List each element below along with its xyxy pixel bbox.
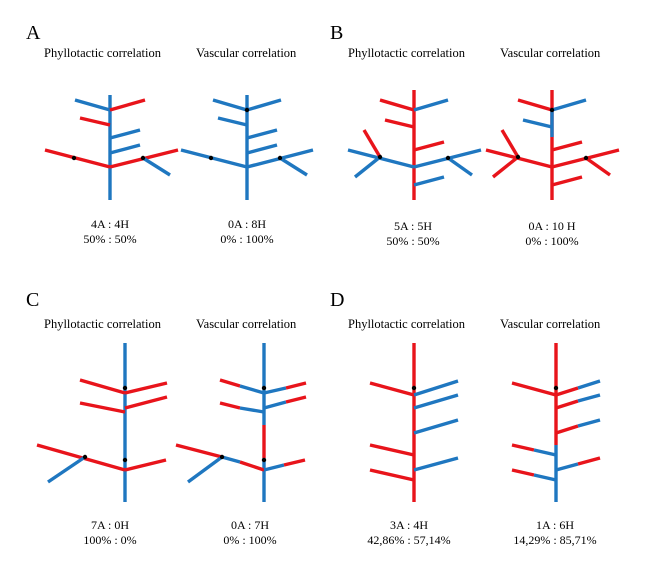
panel-a-vascular-counts: 0A : 8H (227, 217, 266, 231)
panel-a-phyllotactic-title: Phyllotactic correlation (44, 46, 161, 60)
panel-a-phyllotactic-ratio: 4A : 4H 50% : 50% (55, 217, 165, 247)
panel-c-phyllotactic-title: Phyllotactic correlation (44, 317, 161, 331)
panel-b-vascular-percent: 0% : 100% (525, 234, 579, 248)
panel-b-vascular-counts: 0A : 10 H (528, 219, 576, 233)
panel-a-phyllotactic-percent: 50% : 50% (83, 232, 137, 246)
panel-b-vascular-tree (485, 90, 620, 200)
panel-b-vascular-ratio: 0A : 10 H 0% : 100% (497, 219, 607, 249)
panel-d-vascular-tree (511, 343, 601, 502)
panel-c-phyllotactic-counts: 7A : 0H (90, 518, 129, 532)
panel-c-vascular-ratio: 0A : 7H 0% : 100% (195, 518, 305, 548)
panel-a-phyllotactic-tree (44, 95, 179, 200)
panel-c-phyllotactic-percent: 100% : 0% (83, 533, 137, 547)
panel-c-phyllotactic-ratio: 7A : 0H 100% : 0% (55, 518, 165, 548)
panel-d-vascular-percent: 14,29% : 85,71% (513, 533, 597, 547)
panel-d-vascular-title: Vascular correlation (500, 317, 601, 331)
panel-c-vascular-percent: 0% : 100% (223, 533, 277, 547)
panel-label-d: D (330, 289, 345, 311)
panel-label-b: B (330, 22, 344, 44)
panel-d-vascular-ratio: 1A : 6H 14,29% : 85,71% (500, 518, 610, 548)
panel-d-phyllotactic-percent: 42,86% : 57,14% (367, 533, 451, 547)
panel-a-vascular-ratio: 0A : 8H 0% : 100% (192, 217, 302, 247)
panel-b-phyllotactic-tree (347, 90, 482, 200)
panel-c-vascular-tree (175, 343, 307, 502)
panel-b-phyllotactic-title: Phyllotactic correlation (348, 46, 465, 60)
panel-a-vascular-percent: 0% : 100% (220, 232, 274, 246)
panel-d-phyllotactic-ratio: 3A : 4H 42,86% : 57,14% (354, 518, 464, 548)
panel-b-phyllotactic-counts: 5A : 5H (393, 219, 432, 233)
panel-d-vascular-counts: 1A : 6H (535, 518, 574, 532)
panel-c-vascular-title: Vascular correlation (196, 317, 297, 331)
panel-a-phyllotactic-counts: 4A : 4H (90, 217, 129, 231)
panel-c-phyllotactic-tree (36, 343, 168, 502)
panel-a-vascular-tree (180, 95, 314, 200)
panel-d-phyllotactic-tree (369, 343, 459, 502)
panel-b-phyllotactic-ratio: 5A : 5H 50% : 50% (358, 219, 468, 249)
panel-d-phyllotactic-counts: 3A : 4H (389, 518, 428, 532)
panel-d-phyllotactic-title: Phyllotactic correlation (348, 317, 465, 331)
panel-b-vascular-title: Vascular correlation (500, 46, 601, 60)
panel-c-vascular-counts: 0A : 7H (230, 518, 269, 532)
panel-b-phyllotactic-percent: 50% : 50% (386, 234, 440, 248)
panel-label-a: A (26, 22, 41, 44)
panel-a-vascular-title: Vascular correlation (196, 46, 297, 60)
panel-label-c: C (26, 289, 40, 311)
